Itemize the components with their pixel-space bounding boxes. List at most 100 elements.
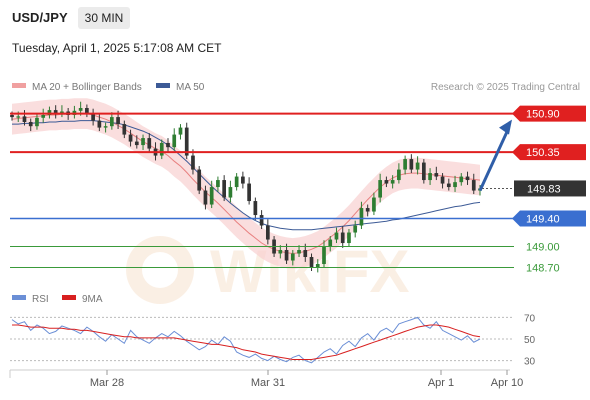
- candle: [172, 128, 177, 151]
- candle: [222, 175, 227, 202]
- candle: [322, 240, 326, 268]
- candle: [91, 108, 95, 126]
- candle-body: [378, 180, 383, 198]
- candle: [184, 122, 189, 160]
- candle: [453, 175, 457, 192]
- candle: [384, 176, 389, 188]
- candle: [209, 180, 214, 209]
- candle-body: [60, 111, 64, 114]
- candle: [284, 243, 289, 265]
- candle-body: [53, 110, 58, 114]
- candle-body: [78, 108, 83, 111]
- candle: [178, 124, 183, 140]
- candle: [465, 171, 470, 185]
- candle: [278, 245, 283, 259]
- candle: [378, 173, 383, 203]
- candle-body: [247, 183, 251, 202]
- candle: [421, 159, 426, 184]
- candle-body: [415, 162, 420, 170]
- timestamp: Tuesday, April 1, 2025 5:17:08 AM CET: [12, 41, 222, 55]
- candle-body: [397, 169, 401, 181]
- candle: [297, 245, 301, 258]
- candle-body: [228, 187, 233, 198]
- timeframe-badge[interactable]: 30 MIN: [78, 7, 130, 29]
- candle-body: [16, 116, 21, 118]
- candle: [197, 166, 202, 195]
- ma9-legend-label: 9MA: [82, 294, 103, 305]
- ma9-legend-swatch: [62, 295, 76, 300]
- candle: [241, 171, 245, 189]
- candle: [403, 155, 407, 175]
- candle-body: [428, 173, 432, 181]
- bollinger-band: [12, 98, 480, 269]
- candle: [315, 259, 320, 273]
- candle-body: [334, 232, 339, 240]
- candle-body: [359, 208, 364, 226]
- candle: [134, 135, 139, 149]
- candle: [103, 122, 108, 133]
- candle: [372, 192, 376, 216]
- candle-body: [303, 250, 308, 258]
- candle-body: [347, 232, 351, 244]
- level-tag-150.90: [512, 105, 586, 122]
- rsi-line: [11, 316, 481, 364]
- candle: [397, 163, 401, 184]
- candle: [328, 236, 333, 252]
- candle: [390, 175, 395, 189]
- rsi-legend-label: RSI: [32, 294, 49, 305]
- level-label-150.35: 150.35: [526, 147, 560, 159]
- candle-body: [22, 116, 27, 122]
- level-label-149.00: 149.00: [526, 242, 560, 254]
- candle-body: [47, 110, 52, 115]
- rsi-axis: 70 50 30: [10, 313, 536, 368]
- candle: [191, 149, 195, 175]
- ma50-legend-label: MA 50: [176, 82, 205, 93]
- candle-body: [353, 225, 358, 233]
- candle: [28, 118, 33, 132]
- candle-body: [35, 117, 39, 127]
- candle: [471, 173, 476, 195]
- candle: [234, 173, 239, 191]
- candle: [166, 138, 170, 153]
- candle-body: [241, 176, 245, 184]
- candle-body: [446, 183, 451, 188]
- candle: [128, 129, 133, 147]
- candle: [47, 106, 52, 119]
- candle-body: [471, 180, 476, 191]
- current-price-box: [514, 180, 586, 197]
- candle-body: [216, 180, 220, 188]
- candle: [365, 204, 370, 217]
- candle: [259, 210, 264, 230]
- candle: [359, 201, 364, 230]
- candle-body: [197, 169, 202, 191]
- rsi-tick-70: 70: [524, 313, 536, 324]
- candle-body: [178, 127, 183, 135]
- candle-body: [141, 138, 145, 146]
- rsi-tick-30: 30: [524, 357, 536, 368]
- candle-body: [166, 142, 170, 148]
- candle-body: [409, 159, 414, 170]
- x-tick-label: Mar 28: [90, 377, 124, 389]
- candle-body: [297, 250, 301, 254]
- candle-body: [278, 250, 283, 254]
- forecast-arrow-shaft: [478, 128, 510, 192]
- candle-body: [259, 215, 264, 226]
- candle-body: [315, 264, 320, 268]
- candle-body: [372, 197, 376, 212]
- candle: [203, 185, 208, 210]
- candle: [97, 114, 102, 132]
- candle: [247, 177, 251, 205]
- candle: [409, 154, 414, 174]
- candle: [159, 139, 164, 160]
- candle-body: [159, 142, 164, 156]
- x-axis-ticks: Mar 28 Mar 31 Apr 1 Apr 10: [90, 370, 523, 389]
- candle-body: [253, 201, 258, 216]
- candle-body: [322, 246, 326, 265]
- candle-body: [97, 120, 102, 128]
- candle-body: [172, 134, 177, 148]
- candle-body: [453, 182, 457, 188]
- candle-body: [134, 141, 139, 146]
- x-tick-label: Apr 10: [491, 377, 523, 389]
- symbol-title: USD/JPY: [12, 10, 68, 25]
